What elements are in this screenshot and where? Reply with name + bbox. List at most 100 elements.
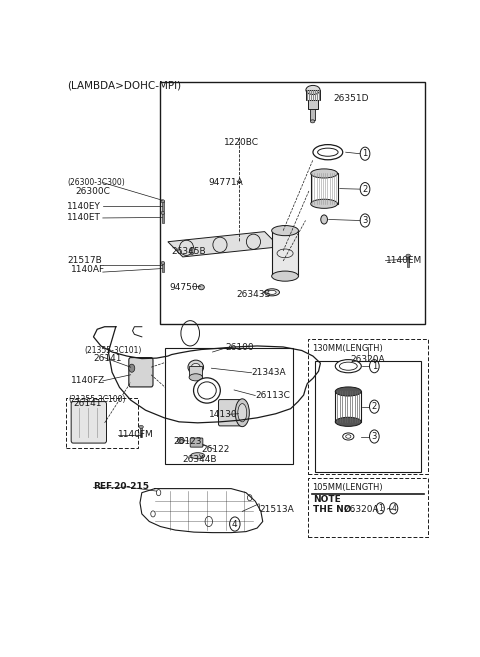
Ellipse shape xyxy=(264,289,279,296)
Ellipse shape xyxy=(306,85,320,95)
Text: NOTE: NOTE xyxy=(313,495,341,504)
Ellipse shape xyxy=(313,145,343,160)
FancyBboxPatch shape xyxy=(190,438,203,447)
Text: 26344B: 26344B xyxy=(183,455,217,464)
Ellipse shape xyxy=(161,261,165,265)
Ellipse shape xyxy=(318,148,338,156)
Text: (LAMBDA>DOHC-MPI): (LAMBDA>DOHC-MPI) xyxy=(67,81,181,91)
Ellipse shape xyxy=(161,212,165,214)
Circle shape xyxy=(190,247,195,254)
Text: 94750: 94750 xyxy=(170,283,198,292)
Ellipse shape xyxy=(311,169,337,178)
Text: 1: 1 xyxy=(372,362,377,371)
Ellipse shape xyxy=(268,290,276,294)
Text: 1140EM: 1140EM xyxy=(385,256,422,265)
Text: 1140FM: 1140FM xyxy=(118,430,154,440)
Circle shape xyxy=(129,364,135,373)
Text: 3: 3 xyxy=(372,432,377,441)
FancyBboxPatch shape xyxy=(129,357,153,387)
Bar xyxy=(309,339,428,474)
Ellipse shape xyxy=(161,200,165,203)
Text: 2: 2 xyxy=(362,185,368,194)
Text: 26100: 26100 xyxy=(226,344,254,352)
Bar xyxy=(66,397,138,448)
Ellipse shape xyxy=(335,359,361,373)
Bar xyxy=(165,348,293,464)
Polygon shape xyxy=(168,232,279,257)
Circle shape xyxy=(321,215,327,224)
Text: 21517B: 21517B xyxy=(67,256,102,265)
Text: 1220BC: 1220BC xyxy=(224,137,259,147)
Bar xyxy=(162,201,164,212)
Ellipse shape xyxy=(346,435,351,438)
Text: REF.20-215: REF.20-215 xyxy=(94,482,149,491)
Text: 14130: 14130 xyxy=(209,410,238,419)
Ellipse shape xyxy=(335,417,361,426)
FancyBboxPatch shape xyxy=(218,399,242,426)
Bar xyxy=(335,392,361,422)
Text: 1140AF: 1140AF xyxy=(71,265,105,274)
Text: 21513A: 21513A xyxy=(259,505,294,514)
Text: 1140ET: 1140ET xyxy=(67,214,101,223)
Bar xyxy=(189,366,203,377)
Ellipse shape xyxy=(311,199,337,208)
Text: 3: 3 xyxy=(362,216,368,225)
Text: 26320A: 26320A xyxy=(351,355,385,364)
Bar xyxy=(140,427,142,437)
Ellipse shape xyxy=(198,284,204,290)
Text: 26141: 26141 xyxy=(94,354,122,363)
Bar xyxy=(272,231,299,276)
Ellipse shape xyxy=(272,271,299,281)
Ellipse shape xyxy=(238,403,247,422)
Text: 26122: 26122 xyxy=(202,445,230,454)
Text: THE NO.: THE NO. xyxy=(313,505,355,514)
Text: 4: 4 xyxy=(391,504,396,513)
Ellipse shape xyxy=(191,453,204,459)
Text: 1: 1 xyxy=(362,149,368,158)
Ellipse shape xyxy=(343,433,354,440)
Text: (21355-3C101): (21355-3C101) xyxy=(84,346,142,355)
Text: 26351D: 26351D xyxy=(334,93,369,102)
Bar xyxy=(315,361,421,472)
Ellipse shape xyxy=(311,120,315,123)
Ellipse shape xyxy=(335,387,361,396)
Text: 26343S: 26343S xyxy=(237,290,271,299)
Ellipse shape xyxy=(272,225,299,236)
Bar xyxy=(308,100,318,109)
Text: 26345B: 26345B xyxy=(172,247,206,256)
Ellipse shape xyxy=(192,363,200,371)
Ellipse shape xyxy=(139,425,144,428)
Text: 26141: 26141 xyxy=(73,399,102,407)
Text: 94771A: 94771A xyxy=(209,178,243,187)
Text: 2: 2 xyxy=(372,402,377,411)
Bar xyxy=(309,478,428,537)
Text: (26300-3C300): (26300-3C300) xyxy=(67,178,125,187)
Ellipse shape xyxy=(406,254,410,258)
Bar xyxy=(306,90,321,100)
Text: 4: 4 xyxy=(232,520,238,528)
Text: 26123: 26123 xyxy=(173,437,202,446)
Text: 21343A: 21343A xyxy=(252,368,286,376)
Text: ~: ~ xyxy=(385,505,393,514)
Ellipse shape xyxy=(188,360,204,374)
Bar xyxy=(311,109,315,120)
Bar xyxy=(407,256,409,267)
Bar xyxy=(160,82,424,324)
Ellipse shape xyxy=(178,438,184,443)
Bar xyxy=(162,213,164,223)
Ellipse shape xyxy=(339,362,357,371)
Text: 26300C: 26300C xyxy=(75,187,110,196)
Ellipse shape xyxy=(189,374,203,381)
FancyBboxPatch shape xyxy=(71,401,107,443)
Text: 1: 1 xyxy=(378,504,383,513)
Text: 1140EY: 1140EY xyxy=(67,202,101,211)
Ellipse shape xyxy=(198,382,216,399)
Text: 1140FZ: 1140FZ xyxy=(71,376,105,386)
Bar xyxy=(311,173,337,204)
Text: 26113C: 26113C xyxy=(255,390,290,399)
Text: 26320A :: 26320A : xyxy=(344,505,384,514)
Text: 130MM(LENGTH): 130MM(LENGTH) xyxy=(312,344,383,353)
Bar xyxy=(162,263,164,272)
Ellipse shape xyxy=(193,378,220,403)
Text: (21355-3C100): (21355-3C100) xyxy=(68,395,126,403)
